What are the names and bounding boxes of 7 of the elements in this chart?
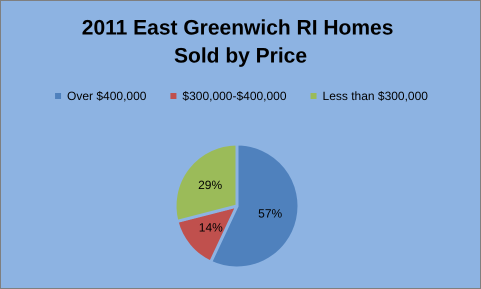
- legend-label: $300,000-$400,000: [182, 89, 287, 103]
- legend-label: Less than $300,000: [322, 89, 428, 103]
- legend-label: Over $400,000: [67, 89, 147, 103]
- data-label: 57%: [258, 206, 283, 220]
- data-label: 29%: [198, 178, 222, 192]
- chart-title: 2011 East Greenwich RI Homes Sold by Price: [82, 16, 400, 68]
- data-label: 14%: [198, 220, 224, 235]
